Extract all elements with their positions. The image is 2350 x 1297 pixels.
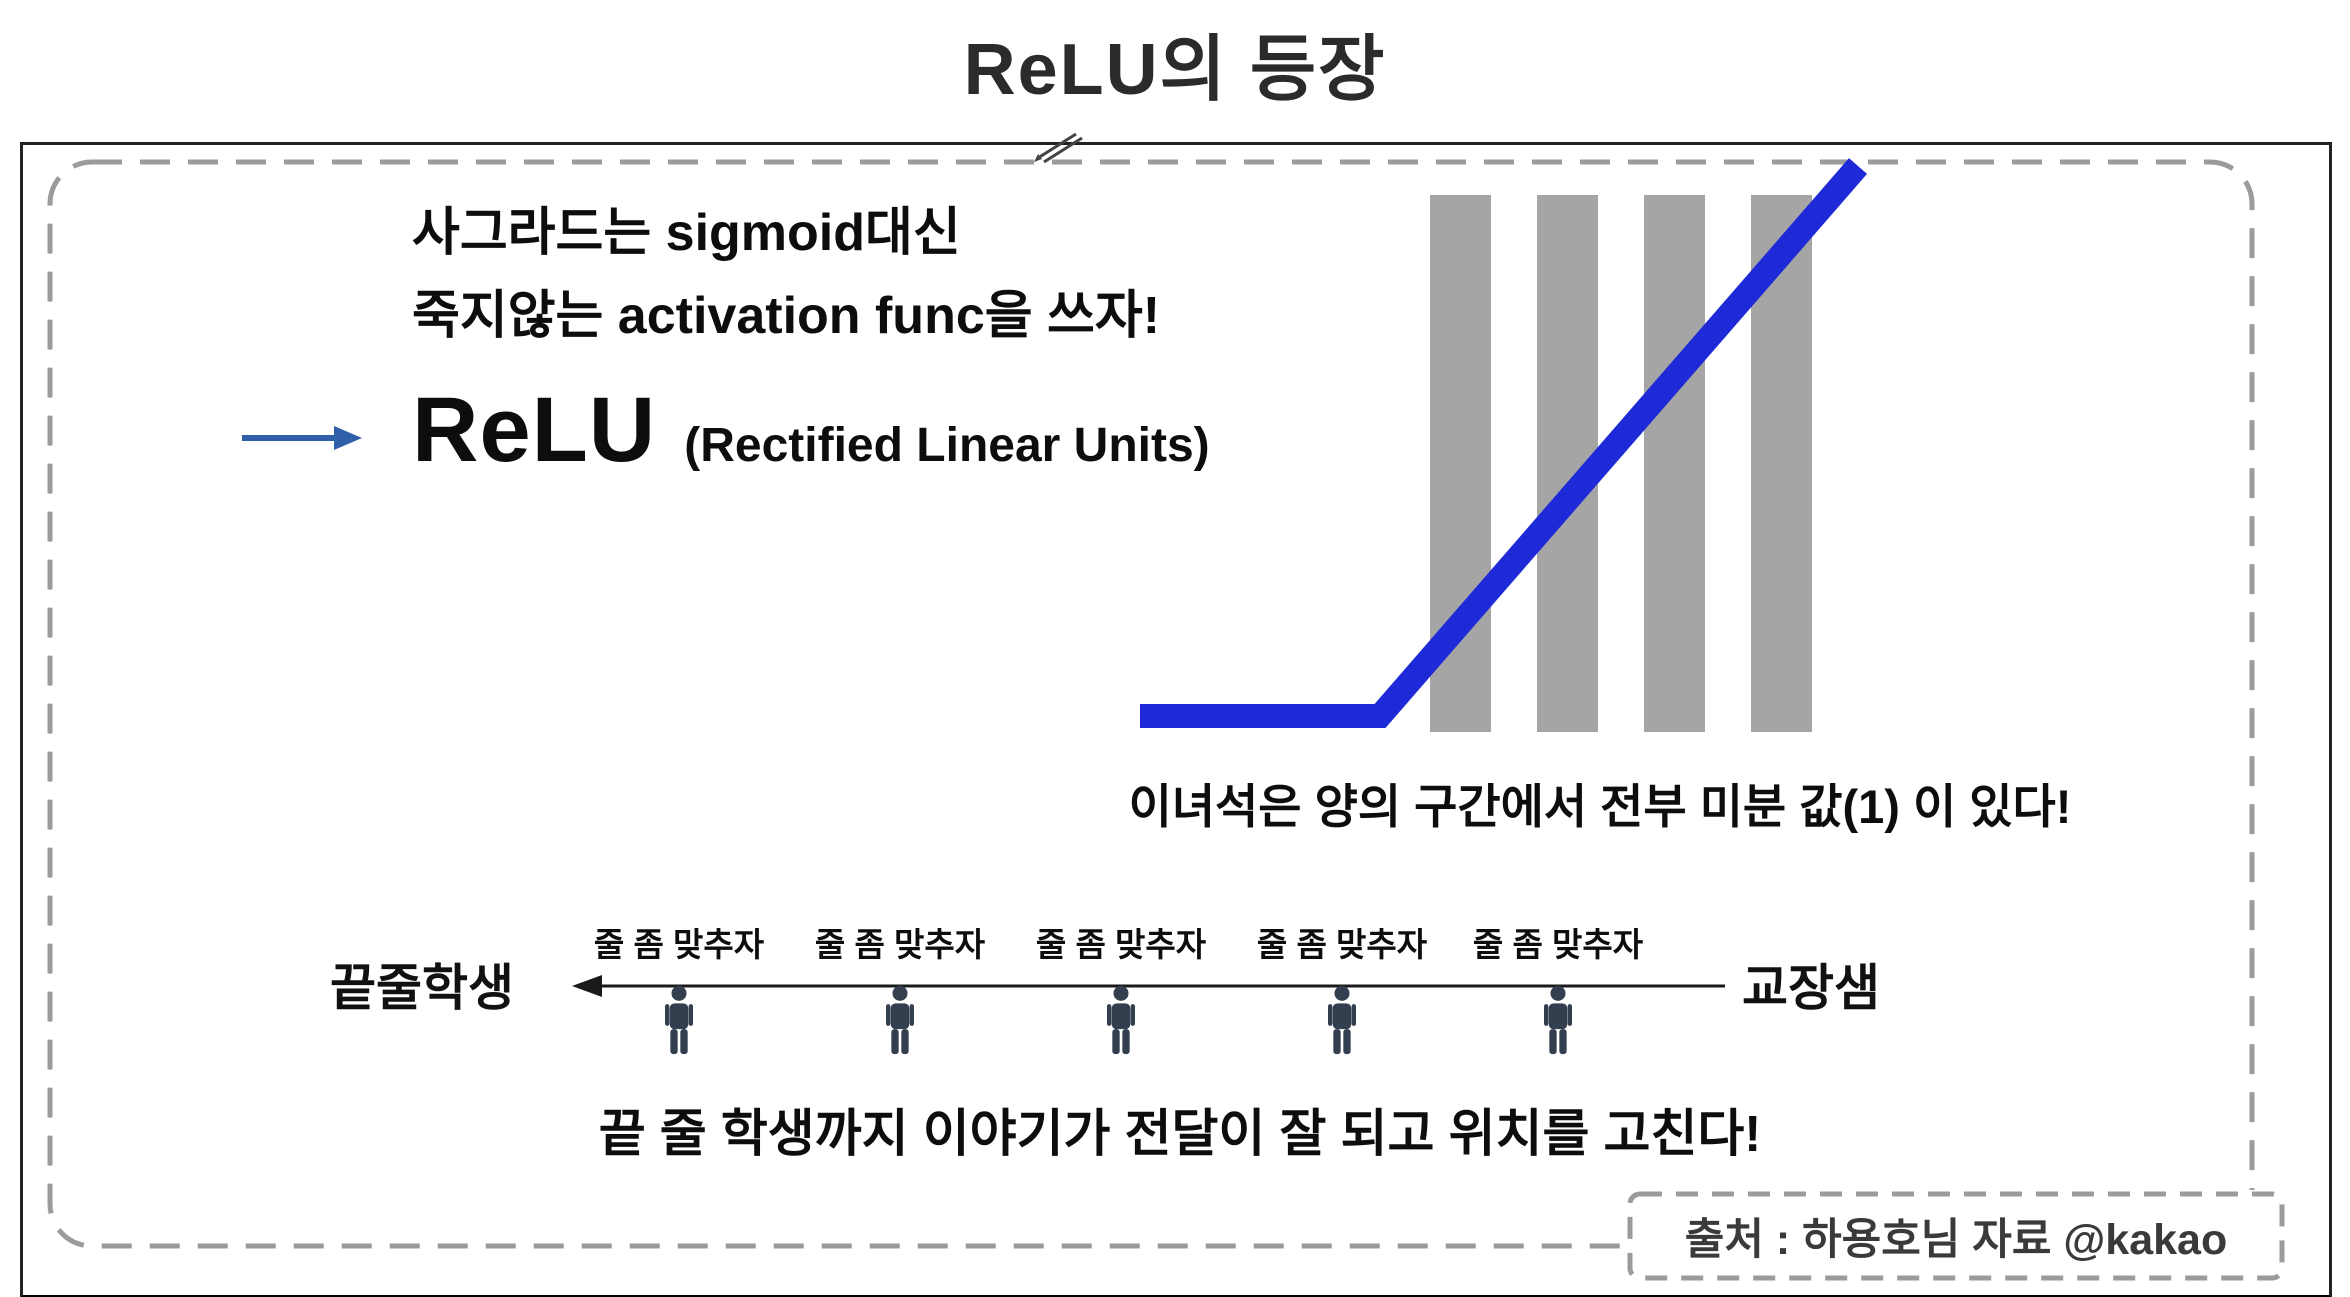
relu-subheading: (Rectified Linear Units): [684, 419, 1210, 472]
source-box-border: [1627, 1191, 2285, 1281]
person-icon: [1328, 985, 1356, 1055]
left-arrow-line: [572, 975, 1725, 997]
bottom-caption: 끝 줄 학생까지 이야기가 전달이 잘 되고 위치를 고친다!: [598, 1105, 1762, 1162]
graph-caption: 이녀석은 양의 구간에서 전부 미분 값(1) 이 있다!: [1128, 780, 2072, 833]
source-box: 출처 : 하용호님 자료 @kakao: [1626, 1190, 2286, 1282]
person-label: 줄 좀 맞추자: [1035, 926, 1207, 963]
relu-graph: [1140, 158, 1868, 732]
pencil-mark-icon: [1034, 132, 1083, 164]
graph-bar: [1644, 195, 1705, 732]
person-label: 줄 좀 맞추자: [1256, 926, 1428, 963]
relu-heading: ReLU: [412, 379, 657, 481]
person-icon: [665, 985, 693, 1055]
relu-heading-row: ReLU (Rectified Linear Units): [412, 378, 1210, 483]
person-icon: [1544, 985, 1572, 1055]
person-icon: [886, 985, 914, 1055]
person-icon: [1107, 985, 1135, 1055]
person-label: 줄 좀 맞추자: [1472, 926, 1644, 963]
page-title: ReLU의 등장: [963, 30, 1387, 110]
person-label: 줄 좀 맞추자: [593, 926, 765, 963]
intro-line-1: 사그라드는 sigmoid대신: [412, 204, 961, 262]
dashed-frame: [47, 159, 2255, 1249]
intro-text: 사그라드는 sigmoid대신 죽지않는 activation func을 쓰자…: [412, 192, 1160, 358]
relu-line: [1140, 158, 1868, 728]
row-label-right: 교장샘: [1742, 960, 1880, 1016]
intro-line-2: 죽지않는 activation func을 쓰자!: [412, 287, 1161, 346]
source-label: 출처 : 하용호님 자료 @kakao: [1684, 1216, 2228, 1264]
row-label-left: 끝줄학생: [330, 960, 514, 1016]
person-label: 줄 좀 맞추자: [814, 926, 986, 963]
right-arrow-icon: [242, 426, 362, 450]
